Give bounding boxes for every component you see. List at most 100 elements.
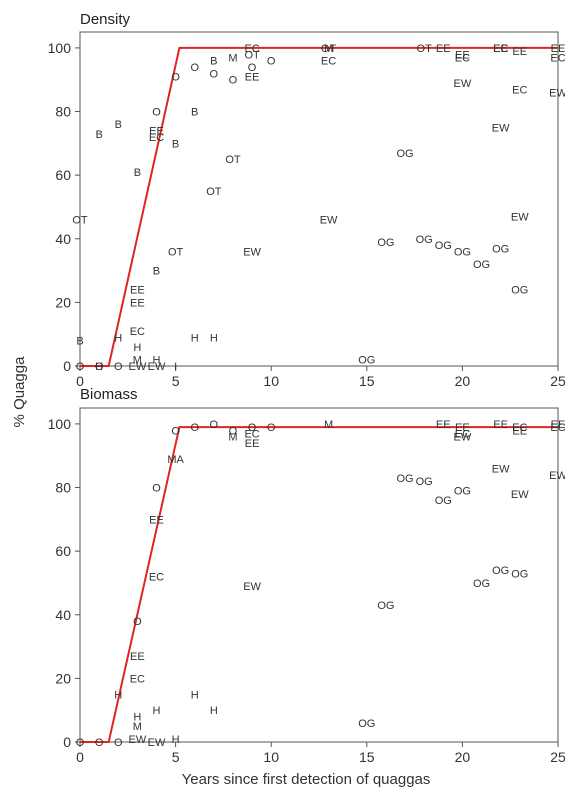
density-data-point: M [228, 52, 237, 64]
density-data-point: OT [168, 246, 184, 258]
biomass-data-point: EC [244, 428, 259, 440]
density-data-point: B [172, 138, 179, 150]
biomass-data-point: H [133, 712, 141, 724]
biomass-data-point: M [228, 432, 237, 444]
density-data-point: EC [149, 132, 164, 144]
density-data-point: B [210, 56, 217, 68]
biomass-data-point: EW [148, 737, 166, 749]
biomass-data-point: EE [551, 419, 565, 431]
biomass-data-point: O [95, 737, 104, 749]
density-data-point: H [153, 355, 161, 367]
density-y-tick-label: 40 [55, 231, 71, 247]
biomass-data-point: O [267, 422, 276, 434]
biomass-data-point: EE [493, 419, 508, 431]
biomass-data-point: H [114, 689, 122, 701]
density-data-point: I [174, 361, 177, 373]
density-y-tick-label: 0 [63, 358, 71, 374]
biomass-data-point: EE [436, 419, 451, 431]
biomass-x-tick-label: 25 [550, 749, 565, 765]
density-data-point: EC [550, 52, 565, 64]
biomass-data-point: EW [511, 489, 529, 501]
biomass-data-point: EC [550, 422, 565, 434]
biomass-data-point: O [210, 419, 219, 431]
density-data-point: B [115, 119, 122, 131]
density-y-tick-label: 60 [55, 167, 71, 183]
density-data-point: EE [436, 43, 451, 55]
density-y-tick-label: 100 [48, 40, 72, 56]
biomass-data-point: OG [473, 578, 490, 590]
biomass-y-tick-label: 0 [63, 734, 71, 750]
density-data-point: M [324, 43, 333, 55]
density-data-point: H [210, 332, 218, 344]
density-data-point: H [191, 332, 199, 344]
biomass-data-point: M [133, 721, 142, 733]
density-data-point: O [152, 107, 161, 119]
biomass-data-point: EW [492, 463, 510, 475]
biomass-y-tick-label: 80 [55, 480, 71, 496]
density-data-point: O [267, 56, 276, 68]
y-axis-title: % Quagga [11, 356, 28, 428]
density-data-point: O [229, 75, 238, 87]
biomass-data-point: EE [245, 438, 260, 450]
density-data-point: B [95, 129, 102, 141]
density-data-point: OG [492, 243, 509, 255]
density-data-point: EC [455, 52, 470, 64]
biomass-data-point: OG [454, 486, 471, 498]
biomass-data-point: O [152, 483, 161, 495]
density-data-point: EW [320, 215, 338, 227]
density-data-point: M [133, 355, 142, 367]
biomass-data-point: EE [512, 425, 527, 437]
biomass-data-point: EE [455, 422, 470, 434]
density-data-point: EW [243, 246, 261, 258]
biomass-data-point: OG [511, 568, 528, 580]
biomass-x-tick-label: 0 [76, 749, 84, 765]
density-data-point: OG [435, 240, 452, 252]
density-data-point: OT [244, 49, 260, 61]
biomass-data-point: O [133, 616, 142, 628]
density-data-point: B [134, 167, 141, 179]
density-fit-line [80, 46, 558, 367]
density-data-point: OG [473, 259, 490, 271]
density-data-point: H [95, 361, 103, 373]
biomass-title: Biomass [80, 386, 138, 403]
biomass-data-point: M [324, 419, 333, 431]
density-data-point: B [191, 107, 198, 119]
density-data-point: EE [512, 46, 527, 58]
biomass-data-point: EC [130, 673, 145, 685]
density-data-point: EW [549, 87, 565, 99]
density-data-point: EC [244, 43, 259, 55]
biomass-data-point: OG [377, 600, 394, 612]
biomass-data-point: H [210, 705, 218, 717]
density-data-point: O [171, 72, 180, 84]
density-data-point: B [153, 266, 160, 278]
density-data-point: O [76, 361, 85, 373]
density-data-point: OG [511, 285, 528, 297]
biomass-data-point: EC [512, 422, 527, 434]
biomass-x-tick-label: 5 [172, 749, 180, 765]
biomass-data-point: OG [416, 476, 433, 488]
density-data-point: OG [377, 237, 394, 249]
biomass-x-tick-label: 15 [359, 749, 375, 765]
density-data-point: EE [130, 297, 145, 309]
density-data-point: O [95, 361, 104, 373]
density-data-point: OT [225, 154, 241, 166]
biomass-y-tick-label: 100 [48, 416, 72, 432]
density-data-point: EW [128, 361, 146, 373]
density-data-point: OT [417, 43, 433, 55]
density-data-point: EW [492, 122, 510, 134]
density-data-point: O [210, 68, 219, 80]
density-data-point: EE [551, 43, 565, 55]
density-x-tick-label: 20 [455, 373, 471, 389]
biomass-data-point: EE [130, 651, 145, 663]
biomass-data-point: OG [396, 473, 413, 485]
density-data-point: EE [130, 285, 145, 297]
density-y-tick-label: 20 [55, 294, 71, 310]
biomass-data-point: O [190, 422, 199, 434]
biomass-data-point: EC [455, 428, 470, 440]
density-data-point: O [248, 62, 257, 74]
biomass-data-point: EW [454, 432, 472, 444]
density-data-point: OG [396, 148, 413, 160]
biomass-plot-frame [79, 407, 559, 743]
